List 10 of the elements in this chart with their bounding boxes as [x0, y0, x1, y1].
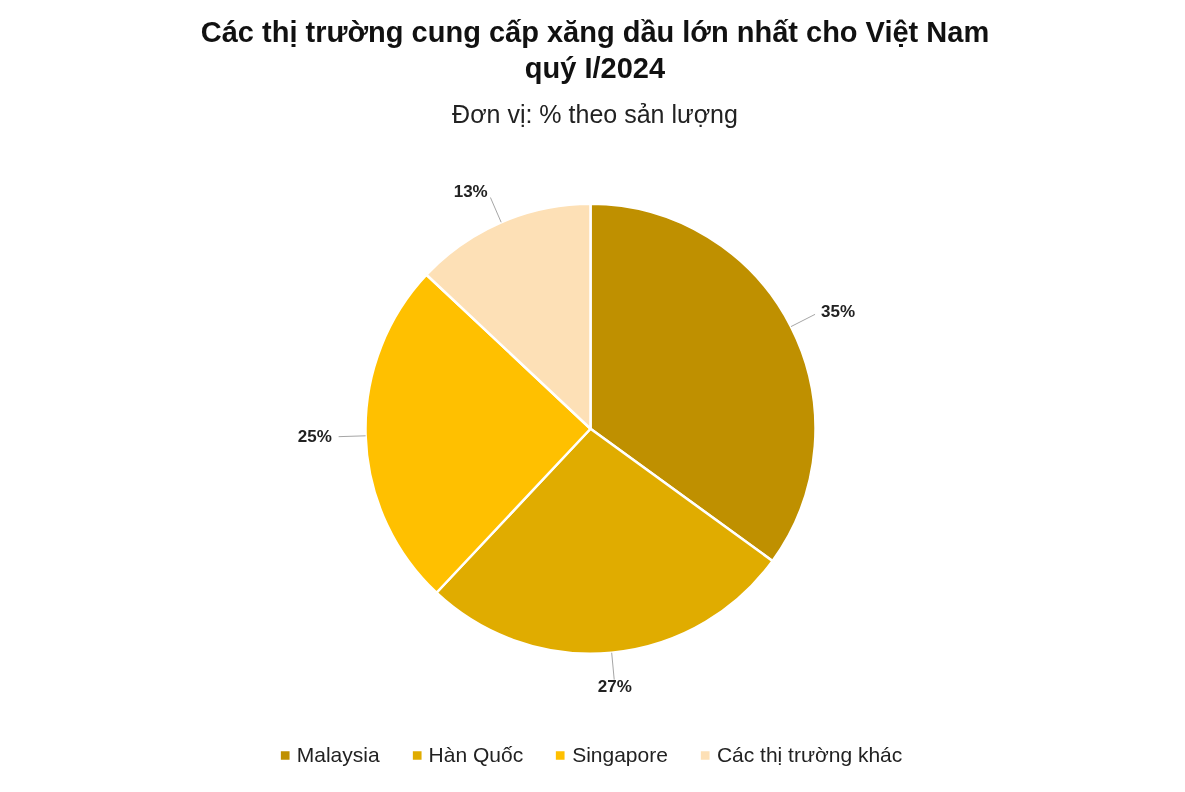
legend-label: Singapore: [572, 743, 668, 768]
data-label: 25%: [297, 427, 332, 447]
data-label: 13%: [453, 181, 488, 201]
legend-label: Các thị trường khác: [716, 743, 903, 768]
chart-subtitle: Đơn vị: % theo sản lượng: [452, 98, 738, 130]
data-label: 35%: [821, 301, 856, 321]
legend-label: Malaysia: [296, 743, 380, 768]
chart-title: Các thị trường cung cấp xăng dầu lớn nhất cho Việt Nam quý I/2024: [200, 15, 990, 87]
legend-label: Hàn Quốc: [428, 743, 524, 768]
data-label: 27%: [597, 677, 632, 697]
